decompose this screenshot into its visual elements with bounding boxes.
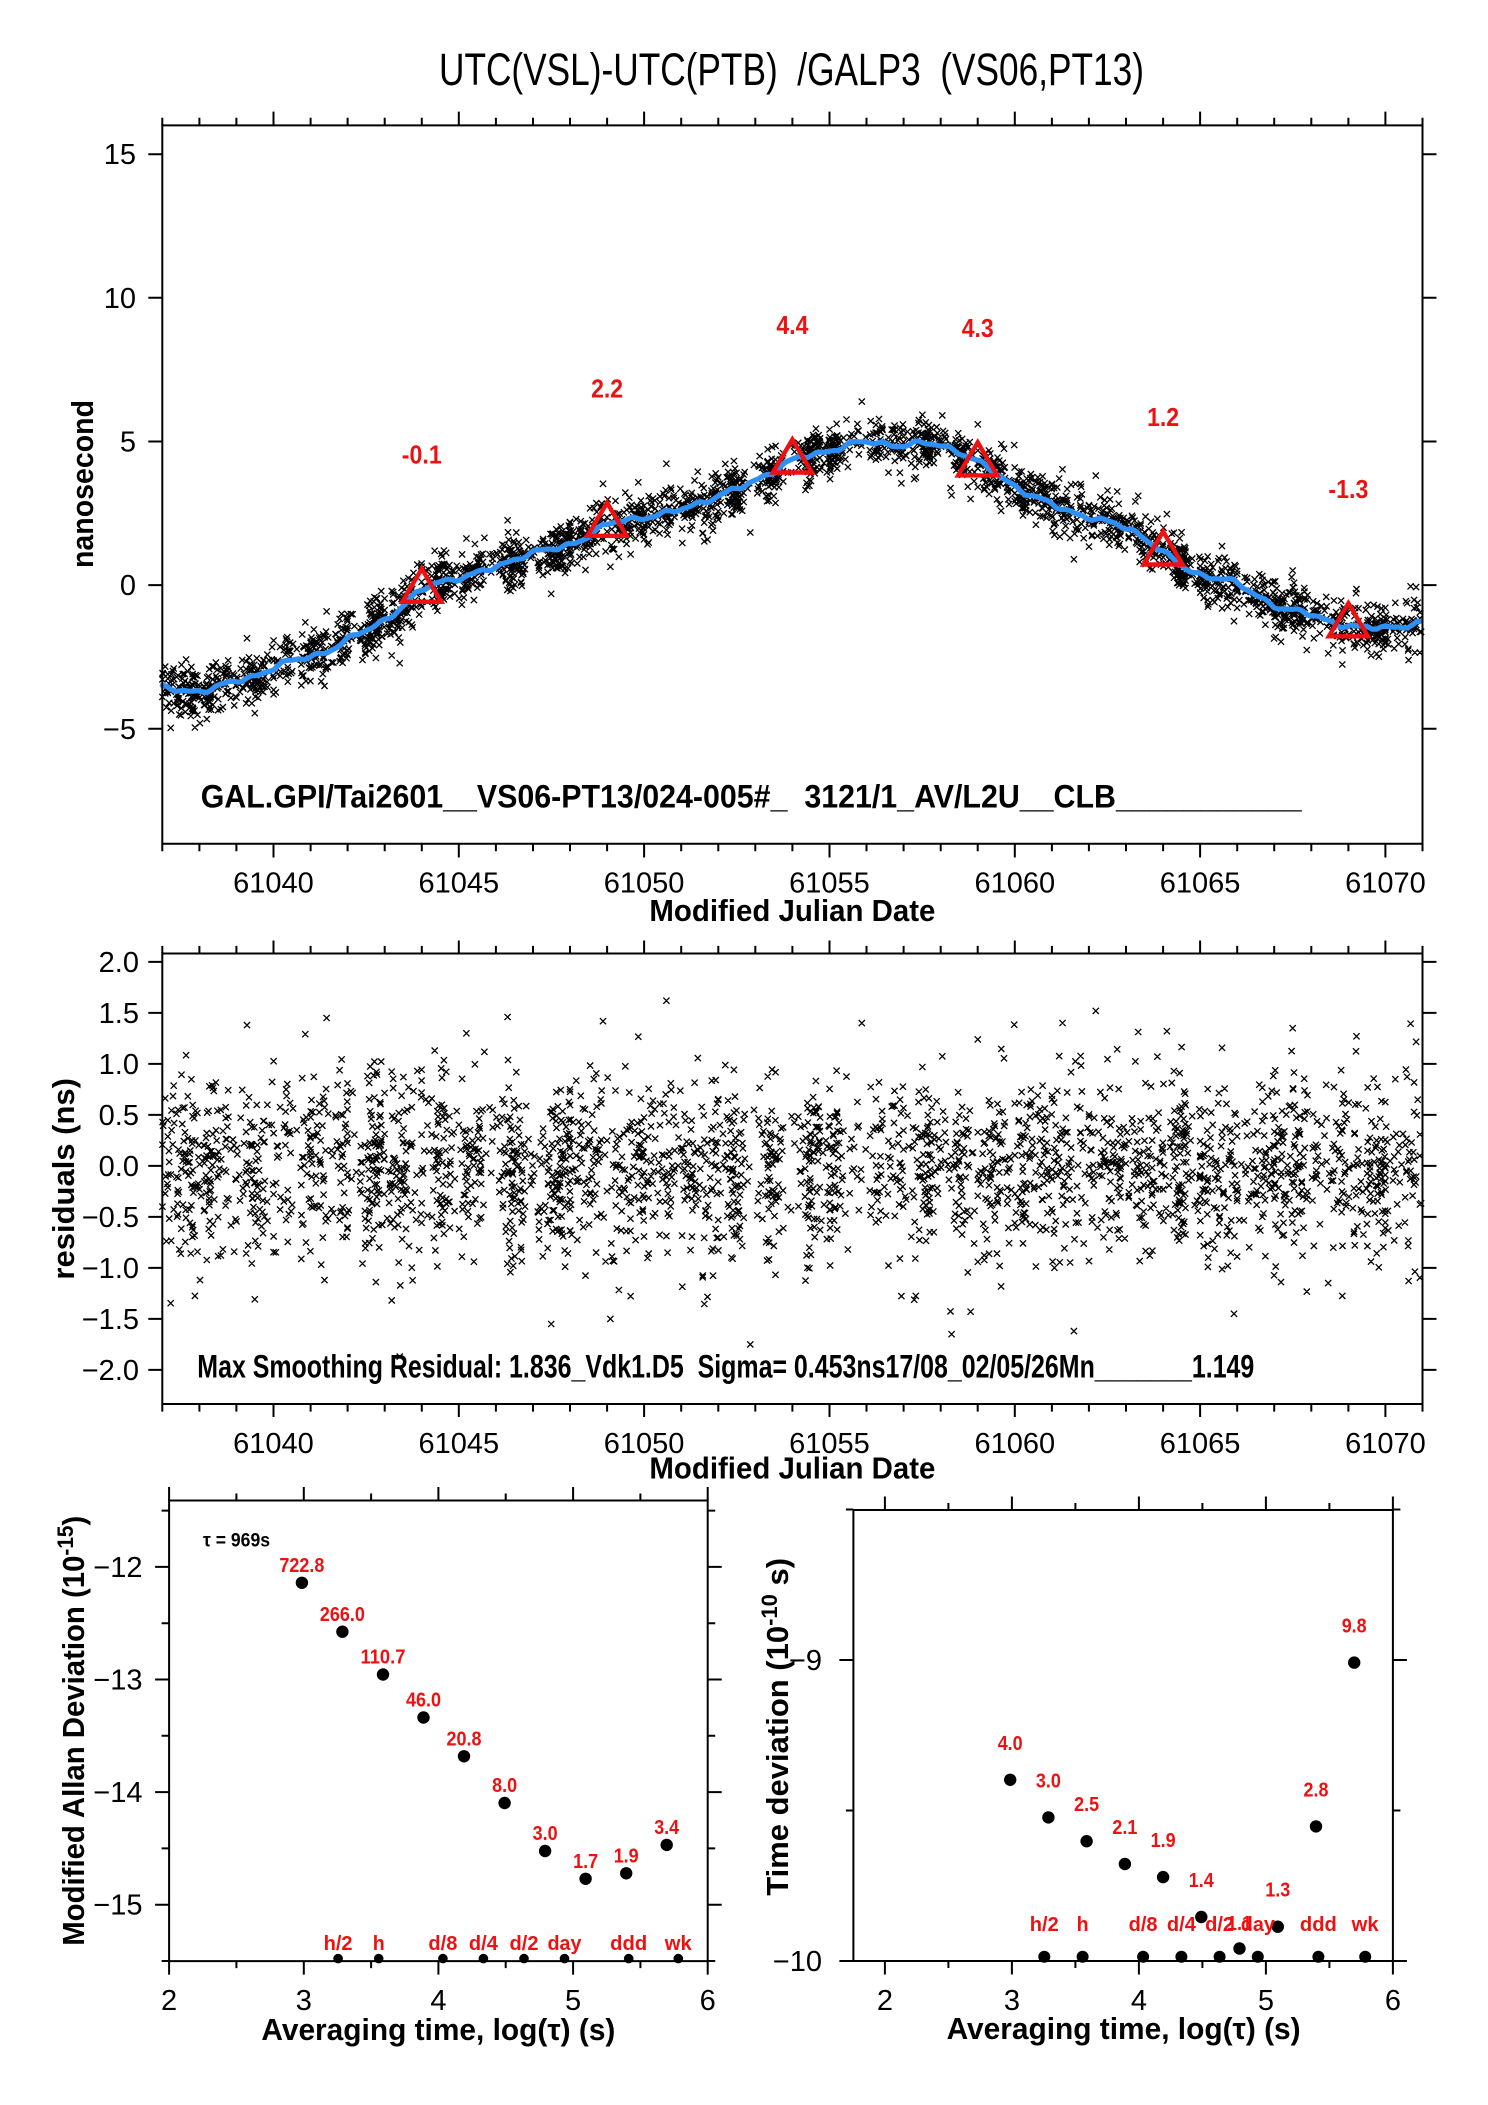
svg-text:3: 3 <box>1004 1985 1020 2017</box>
svg-text:46.0: 46.0 <box>406 1690 441 1712</box>
svg-text:−14: −14 <box>93 1777 142 1809</box>
svg-text:d/2: d/2 <box>510 1933 539 1955</box>
svg-text:10: 10 <box>104 283 136 315</box>
svg-text:−1.5: −1.5 <box>82 1304 139 1336</box>
svg-text:2.2: 2.2 <box>591 373 623 403</box>
svg-text:−10: −10 <box>773 1946 822 1978</box>
svg-text:τ = 969s: τ = 969s <box>203 1530 270 1551</box>
svg-text:0.0: 0.0 <box>99 1151 139 1183</box>
svg-text:61065: 61065 <box>1160 1428 1241 1460</box>
svg-text:61045: 61045 <box>418 868 499 900</box>
svg-text:-1.3: -1.3 <box>1328 474 1368 504</box>
svg-text:−9: −9 <box>789 1645 822 1677</box>
svg-text:4: 4 <box>430 1985 446 2017</box>
svg-text:−5: −5 <box>103 714 136 746</box>
svg-text:61070: 61070 <box>1345 868 1426 900</box>
svg-text:3.0: 3.0 <box>533 1823 558 1845</box>
svg-text:61055: 61055 <box>789 1428 870 1460</box>
svg-text:9.8: 9.8 <box>1342 1616 1367 1638</box>
svg-text:15: 15 <box>104 139 136 171</box>
svg-text:d/8: d/8 <box>428 1933 457 1955</box>
svg-text:UTC(VSL)-UTC(PTB) /GALP3 (VS: UTC(VSL)-UTC(PTB) /GALP3 (VS06,PT13) <box>439 44 1144 95</box>
svg-text:4.0: 4.0 <box>998 1733 1023 1755</box>
svg-text:3.0: 3.0 <box>1036 1770 1061 1792</box>
svg-text:61050: 61050 <box>604 868 685 900</box>
svg-text:4: 4 <box>1131 1985 1147 2017</box>
svg-text:5: 5 <box>1258 1985 1274 2017</box>
svg-text:Averaging time, log(τ) (s): Averaging time, log(τ) (s) <box>947 2011 1301 2046</box>
svg-text:61050: 61050 <box>604 1428 685 1460</box>
svg-text:1.0: 1.0 <box>99 1049 139 1081</box>
svg-text:61045: 61045 <box>418 1428 499 1460</box>
svg-text:0: 0 <box>120 570 136 602</box>
svg-text:−12: −12 <box>93 1552 142 1584</box>
svg-text:61070: 61070 <box>1345 1428 1426 1460</box>
svg-text:1.4: 1.4 <box>1189 1870 1215 1892</box>
svg-text:-0.1: -0.1 <box>402 440 442 470</box>
svg-text:h/2: h/2 <box>324 1933 353 1955</box>
svg-text:h: h <box>373 1933 385 1955</box>
svg-text:6: 6 <box>1385 1985 1401 2017</box>
svg-text:day: day <box>1241 1914 1276 1936</box>
svg-text:5: 5 <box>120 427 136 459</box>
svg-text:ddd: ddd <box>610 1933 647 1955</box>
svg-text:day: day <box>548 1933 583 1955</box>
svg-text:61060: 61060 <box>974 1428 1055 1460</box>
svg-text:Modified Allan Deviation (10-1: Modified Allan Deviation (10-15) <box>53 1516 91 1946</box>
svg-text:2: 2 <box>161 1985 177 2017</box>
svg-text:residuals (ns): residuals (ns) <box>46 1078 81 1280</box>
svg-text:3: 3 <box>296 1985 312 2017</box>
svg-text:Averaging time, log(τ) (s): Averaging time, log(τ) (s) <box>261 2012 615 2047</box>
svg-text:−2.0: −2.0 <box>82 1355 139 1387</box>
svg-text:wk: wk <box>1351 1914 1380 1936</box>
svg-text:20.8: 20.8 <box>447 1728 482 1750</box>
svg-text:h/2: h/2 <box>1030 1914 1059 1936</box>
svg-text:1.5: 1.5 <box>99 998 139 1030</box>
svg-text:5: 5 <box>565 1985 581 2017</box>
svg-text:ddd: ddd <box>1300 1914 1337 1936</box>
svg-text:−1.0: −1.0 <box>82 1253 139 1285</box>
svg-text:1.9: 1.9 <box>614 1845 639 1867</box>
svg-text:Max Smoothing Residual: 1.836_: Max Smoothing Residual: 1.836_Vdk1.D5 Si… <box>197 1348 1254 1384</box>
svg-text:2.8: 2.8 <box>1304 1779 1329 1801</box>
svg-text:2: 2 <box>877 1985 893 2017</box>
svg-text:1.9: 1.9 <box>1151 1830 1176 1852</box>
svg-text:3.4: 3.4 <box>654 1817 680 1839</box>
svg-text:2.5: 2.5 <box>1074 1794 1099 1816</box>
svg-text:−15: −15 <box>93 1890 142 1922</box>
svg-text:61060: 61060 <box>974 868 1055 900</box>
svg-text:Modified Julian Date: Modified Julian Date <box>649 893 935 928</box>
svg-text:h: h <box>1077 1914 1089 1936</box>
svg-text:61055: 61055 <box>789 868 870 900</box>
svg-text:6: 6 <box>700 1985 716 2017</box>
svg-text:61040: 61040 <box>233 1428 314 1460</box>
svg-text:d/8: d/8 <box>1129 1914 1158 1936</box>
svg-text:61040: 61040 <box>233 868 314 900</box>
svg-text:d/2: d/2 <box>1205 1914 1234 1936</box>
svg-text:nanosecond: nanosecond <box>65 400 100 568</box>
svg-text:0.5: 0.5 <box>99 1100 139 1132</box>
svg-text:d/4: d/4 <box>1167 1914 1197 1936</box>
svg-text:2.0: 2.0 <box>99 947 139 979</box>
svg-text:61065: 61065 <box>1160 868 1241 900</box>
svg-text:2.1: 2.1 <box>1112 1817 1137 1839</box>
svg-text:1.2: 1.2 <box>1147 402 1179 432</box>
svg-text:wk: wk <box>664 1933 693 1955</box>
svg-text:d/4: d/4 <box>469 1933 499 1955</box>
svg-text:1.1: 1.1 <box>1227 1913 1252 1935</box>
svg-text:1.7: 1.7 <box>573 1851 598 1873</box>
svg-text:−13: −13 <box>93 1665 142 1697</box>
svg-text:8.0: 8.0 <box>492 1775 517 1797</box>
svg-text:266.0: 266.0 <box>320 1604 365 1626</box>
svg-text:722.8: 722.8 <box>279 1555 324 1577</box>
svg-text:GAL.GPI/Tai2601__VS06-PT13/024: GAL.GPI/Tai2601__VS06-PT13/024-005#_ 312… <box>201 779 1303 815</box>
svg-text:1.3: 1.3 <box>1265 1880 1290 1902</box>
svg-text:Modified Julian Date: Modified Julian Date <box>649 1451 935 1486</box>
svg-text:−0.5: −0.5 <box>82 1202 139 1234</box>
svg-text:4.4: 4.4 <box>776 310 808 340</box>
svg-text:110.7: 110.7 <box>361 1647 406 1669</box>
svg-text:4.3: 4.3 <box>962 313 994 343</box>
